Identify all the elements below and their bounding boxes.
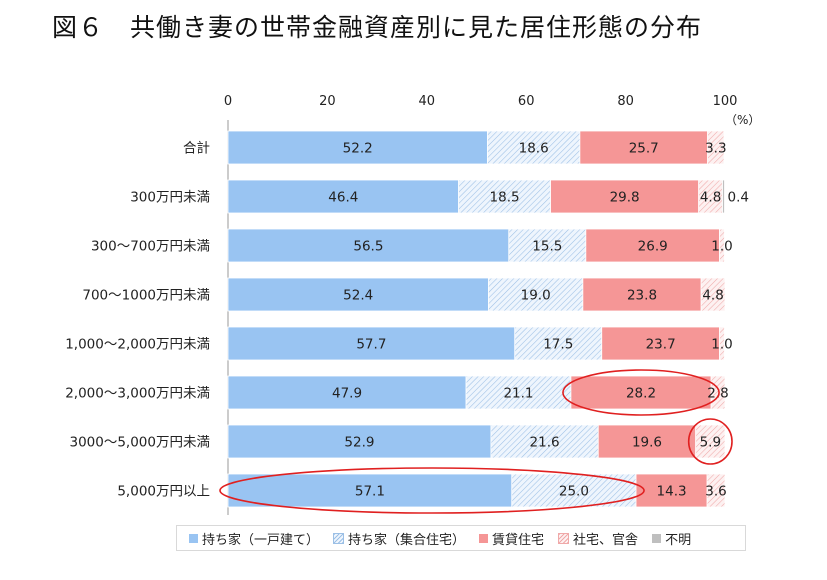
x-tick-label: 60 [518,94,535,109]
data-label: 4.8 [700,190,721,206]
legend-label: 社宅、官舎 [573,532,639,548]
data-label: 57.7 [356,337,386,353]
bar-segment [695,424,726,459]
chart-title: 図６ 共働き妻の世帯金融資産別に見た居住形態の分布 [52,13,703,42]
data-label: 57.1 [355,484,385,500]
bar-segment [490,424,599,459]
bar-segment [227,277,489,312]
legend-item: 不明 [652,529,691,548]
legend-item: 持ち家（集合住宅） [333,529,465,548]
data-label: 19.0 [521,288,551,304]
legend-item: 持ち家（一戸建て） [189,529,319,548]
category-label: 700〜1000万円未満 [82,288,210,304]
bar-segment [227,179,460,214]
bar-segment [227,473,513,508]
category-label: 1,000〜2,000万円未満 [65,337,210,353]
data-label: 23.8 [627,288,657,304]
category-label: 2,000〜3,000万円未満 [65,386,210,402]
data-label: 21.6 [530,435,560,451]
bar-segment [707,130,725,165]
data-label: 3.3 [705,141,726,157]
legend: 持ち家（一戸建て） 持ち家（集合住宅） 賃貸住宅 社宅、官舎 不明 [176,525,746,551]
legend-swatch [479,533,489,543]
legend-label: 不明 [665,532,692,548]
data-label: 52.4 [343,288,373,304]
bar-segment [227,375,467,410]
legend-label: 持ち家（集合住宅） [348,532,466,548]
highlight-ellipse [687,418,733,465]
bar-segment [585,228,720,263]
data-label: 19.6 [632,435,662,451]
data-label: 2.8 [707,386,728,402]
bar-segment [719,326,725,361]
legend-label: 賃貸住宅 [492,532,545,548]
bar-segment [722,179,725,214]
bar-segment [550,179,700,214]
data-label: 52.2 [343,141,373,157]
x-tick-label: 20 [319,94,336,109]
bar-segment [700,277,726,312]
bar-segment [227,424,492,459]
bar-segment [582,277,702,312]
category-label: 300万円未満 [130,190,210,206]
data-label: 26.9 [638,239,668,255]
data-label: 3.6 [705,484,726,500]
x-tick-label: 80 [617,94,634,109]
data-label: 21.1 [503,386,533,402]
legend-swatch [558,532,570,544]
data-label: 56.5 [353,239,383,255]
data-label: 25.7 [629,141,659,157]
bar-segment [488,277,584,312]
data-label: 1.0 [711,337,732,353]
data-label: 4.8 [702,288,723,304]
stacked-bar-chart: 0 20 40 60 80 100 （%） 合計 52.2 18.6 25.7 3.3 300万円未満… [65,94,760,515]
data-label: 17.5 [543,337,573,353]
bar-segment [601,326,720,361]
x-tick-label: 0 [224,94,232,109]
bar-segment [227,228,510,263]
data-label: 14.3 [657,484,687,500]
data-label: 0.4 [728,190,749,206]
category-label: 300〜700万円未満 [91,239,210,255]
category-label: 合計 [183,141,210,157]
bar-segment [487,130,581,165]
legend-label: 持ち家（一戸建て） [202,532,320,548]
data-label: 18.6 [519,141,549,157]
bar-segment [706,473,726,508]
legend-item: 賃貸住宅 [479,529,544,548]
legend-swatch [189,533,198,543]
highlight-ellipse [562,369,720,416]
data-label: 25.0 [559,484,589,500]
data-label: 15.5 [532,239,562,255]
bar-segment [579,130,709,165]
bar-segment [465,375,572,410]
data-label: 46.4 [328,190,358,206]
data-label: 29.8 [610,190,640,206]
highlight-ellipse [219,467,645,514]
bar-segment [458,179,551,214]
data-label: 23.7 [646,337,676,353]
data-label: 52.9 [344,435,374,451]
data-label: 1.0 [711,239,732,255]
data-label: 5.9 [700,435,721,451]
data-label: 28.2 [626,386,656,402]
x-unit-label: （%） [725,113,760,127]
data-label: 18.5 [490,190,520,206]
legend-item: 社宅、官舎 [558,529,638,548]
x-tick-label: 100 [713,94,738,109]
legend-swatch [652,533,662,543]
legend-swatch [333,532,345,544]
bar-segment [227,130,488,165]
category-label: 3000〜5,000万円未満 [69,435,210,451]
category-label: 5,000万円以上 [117,484,210,500]
bar-segment [508,228,587,263]
bar-segment [719,228,725,263]
data-label: 47.9 [332,386,362,402]
x-tick-label: 40 [419,94,436,109]
